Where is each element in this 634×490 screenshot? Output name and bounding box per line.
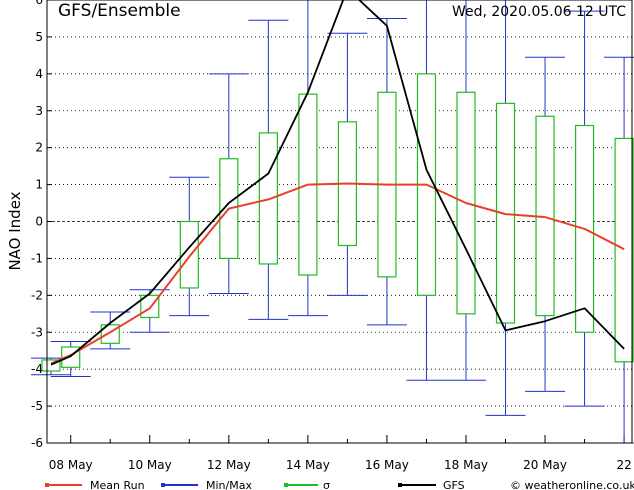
sigma-box: [179, 220, 199, 289]
x-tick-label: 22: [616, 458, 631, 472]
x-tick-label: 08 May: [49, 458, 93, 472]
x-tick-label: 16 May: [365, 458, 409, 472]
x-tick-labels: 08 May 10 May 12 May 14 May 16 May 18 May 20 M…: [49, 458, 632, 472]
legend-label-mean-run: Mean Run: [90, 479, 145, 490]
legend: Mean Run Min/Max σ GFS © weatheronline.c…: [45, 479, 634, 490]
y-tick-label: -2: [31, 288, 43, 302]
y-tick-label: 0: [35, 215, 43, 229]
y-tick-label: 4: [35, 67, 43, 81]
series-layer: [30, 0, 634, 444]
mean-run-line: [50, 182, 625, 365]
x-tick-label: 20 May: [523, 458, 567, 472]
sigma-box: [41, 359, 61, 372]
legend-marker-minmax: [161, 483, 165, 487]
y-tick-label: 3: [35, 104, 43, 118]
y-tick-label: -5: [31, 399, 43, 413]
x-tick-label: 18 May: [444, 458, 488, 472]
y-tick-label: 1: [35, 178, 43, 192]
y-tick-label: -6: [31, 436, 43, 450]
legend-label-gfs: GFS: [443, 479, 465, 490]
y-tick-labels: -6 -5 -4 -3 -2 -1 0 1 2 3 4 5 6: [31, 0, 43, 450]
y-tick-label: -1: [31, 251, 43, 265]
y-tick-label: 2: [35, 141, 43, 155]
y-axis-label: NAO Index: [6, 191, 24, 270]
credit-text: © weatheronline.co.uk: [510, 479, 634, 490]
legend-label-minmax: Min/Max: [206, 479, 252, 490]
x-tick-label: 10 May: [128, 458, 172, 472]
gfs-line: [50, 0, 625, 366]
y-tick-label: -3: [31, 325, 43, 339]
legend-marker-gfs: [398, 483, 402, 487]
chart-title: GFS/Ensemble: [58, 1, 181, 21]
legend-label-sigma: σ: [323, 479, 330, 490]
sigma-box: [614, 137, 634, 363]
legend-marker-sigma: [284, 483, 288, 487]
y-tick-label: -4: [31, 362, 43, 376]
y-tick-label: 6: [35, 0, 43, 7]
plot-frame: [46, 0, 633, 444]
legend-marker-mean-run: [45, 483, 49, 487]
run-label: Wed, 2020.05.06 12 UTC: [452, 4, 626, 20]
x-tick-label: 12 May: [207, 458, 251, 472]
x-tick-label: 14 May: [286, 458, 330, 472]
y-tick-label: 5: [35, 30, 43, 44]
